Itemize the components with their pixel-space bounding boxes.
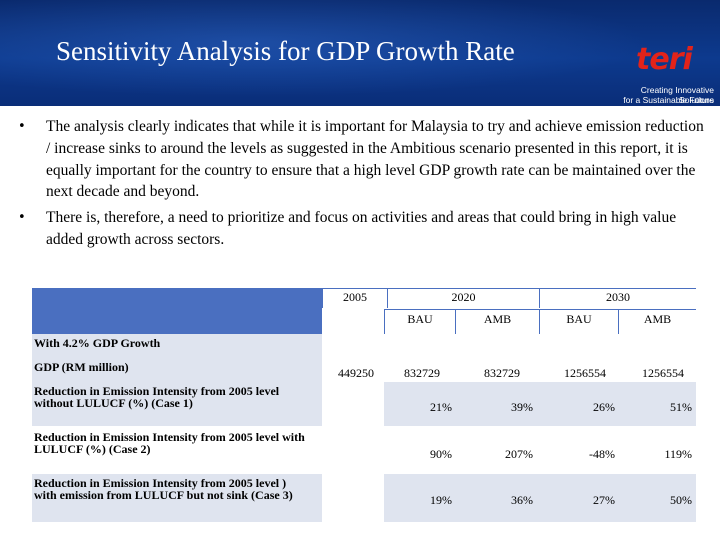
- bullet-text: There is, therefore, a need to prioritiz…: [46, 209, 677, 248]
- table-cell: [322, 309, 384, 334]
- year-header: 2030: [606, 290, 630, 304]
- slide-title: Sensitivity Analysis for GDP Growth Rate: [56, 36, 515, 66]
- row-label: GDP (RM million): [34, 360, 129, 374]
- year-header: 2020: [451, 290, 476, 304]
- bullet-item: • There is, therefore, a need to priorit…: [18, 207, 708, 251]
- row-shade: [384, 382, 696, 426]
- table-cell-value: 39%: [511, 400, 533, 414]
- table-cell-value: 1256554: [564, 366, 606, 380]
- table-cell-value: 90%: [430, 447, 452, 461]
- table-cell: [385, 310, 455, 334]
- table-cell-value: 51%: [670, 400, 692, 414]
- table-cell: [540, 310, 618, 334]
- table-cell-value: 36%: [511, 493, 533, 507]
- row-shade: [32, 334, 322, 356]
- table-cell: [456, 310, 539, 334]
- table-header-shade: [32, 288, 322, 334]
- table-cell-value: 449250: [338, 366, 374, 380]
- section-label: With 4.2% GDP Growth: [34, 336, 161, 350]
- scenario-header: BAU: [566, 312, 592, 326]
- row-label: Reduction in Emission Intensity from 200…: [34, 430, 305, 456]
- logo-wordmark: teri: [636, 42, 693, 77]
- row-label: Reduction in Emission Intensity from 200…: [34, 476, 293, 502]
- table-cell-value: 26%: [593, 400, 615, 414]
- table-cell-value: 27%: [593, 493, 615, 507]
- bullet-icon: •: [18, 119, 26, 134]
- bullet-text: The analysis clearly indicates that whil…: [46, 118, 704, 201]
- row-shade: [32, 356, 322, 382]
- table-cell: [388, 289, 539, 308]
- row-shade: [32, 382, 322, 426]
- table-cell: [619, 310, 696, 334]
- scenario-header: BAU: [407, 312, 433, 326]
- table-cell-value: 119%: [664, 447, 692, 461]
- teri-logo: teri Creating Innovative Solutions for a…: [606, 38, 714, 105]
- table-cell-value: 1256554: [642, 366, 684, 380]
- bullet-item: • The analysis clearly indicates that wh…: [18, 116, 708, 203]
- table-cell: [540, 289, 696, 308]
- title-banner: [0, 0, 720, 106]
- table-cell-value: -48%: [589, 447, 615, 461]
- table-cell: [323, 289, 387, 308]
- logo-tagline: for a Sustainable Future: [623, 95, 714, 105]
- logo-tagline: Creating Innovative Solutions: [640, 85, 714, 105]
- year-header: 2005: [343, 290, 367, 304]
- table-cell-value: 50%: [670, 493, 692, 507]
- table-cell-value: 832729: [404, 366, 440, 380]
- table-cell-value: 21%: [430, 400, 452, 414]
- scenario-header: AMB: [483, 312, 512, 326]
- table-cell-value: 207%: [505, 447, 533, 461]
- row-shade: [32, 474, 322, 522]
- row-label: Reduction in Emission Intensity from 200…: [34, 384, 280, 410]
- table-cell-value: 19%: [430, 493, 452, 507]
- table-cell-value: 832729: [484, 366, 520, 380]
- bullet-list: • The analysis clearly indicates that wh…: [18, 116, 708, 251]
- bullet-icon: •: [18, 210, 26, 226]
- scenario-header: AMB: [643, 312, 672, 326]
- row-shade: [384, 474, 696, 522]
